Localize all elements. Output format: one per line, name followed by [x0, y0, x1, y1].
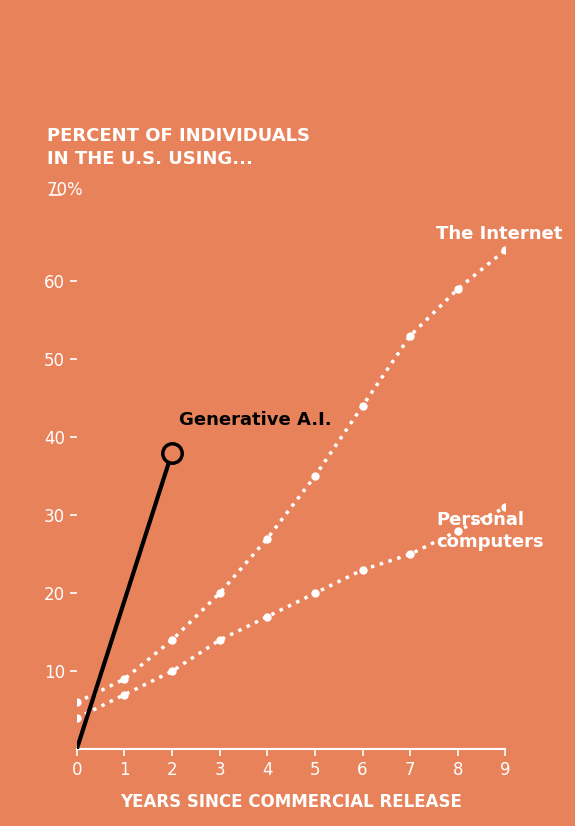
Text: Personal
computers: Personal computers — [436, 510, 544, 551]
Text: The Internet: The Internet — [436, 225, 563, 244]
Text: Generative A.I.: Generative A.I. — [179, 411, 332, 430]
Text: 70%: 70% — [47, 182, 83, 199]
Text: PERCENT OF INDIVIDUALS
IN THE U.S. USING...: PERCENT OF INDIVIDUALS IN THE U.S. USING… — [47, 126, 310, 169]
X-axis label: YEARS SINCE COMMERCIAL RELEASE: YEARS SINCE COMMERCIAL RELEASE — [120, 793, 462, 811]
